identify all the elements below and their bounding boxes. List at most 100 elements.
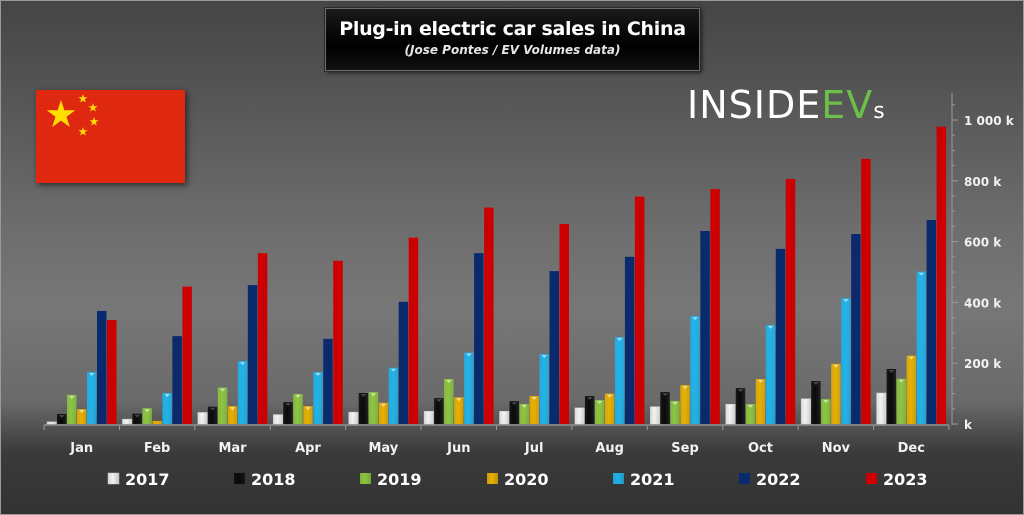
bar-bevel-highlight bbox=[360, 393, 367, 397]
logo-inside: INSIDE bbox=[687, 83, 822, 127]
bar-2022-Jul bbox=[549, 271, 559, 424]
x-tick-label: Dec bbox=[898, 441, 925, 456]
legend-swatch-2017 bbox=[107, 472, 120, 485]
bar-bevel-highlight bbox=[144, 409, 150, 413]
bar-bevel-highlight bbox=[295, 394, 301, 398]
bar-bevel-highlight bbox=[134, 414, 140, 418]
bar-bevel-highlight bbox=[199, 413, 206, 417]
legend-swatch-2022 bbox=[739, 473, 750, 484]
x-tick-label: Apr bbox=[295, 441, 321, 456]
flag-stars bbox=[46, 94, 99, 136]
bar-bevel-highlight bbox=[908, 356, 915, 360]
bar-2022-Jan bbox=[97, 310, 107, 424]
bar-bevel-highlight bbox=[531, 397, 537, 401]
legend-swatch-2018 bbox=[234, 473, 245, 484]
bar-2018-Sep bbox=[660, 392, 670, 424]
bar-bevel-highlight bbox=[209, 407, 216, 411]
bar-2017-Oct bbox=[725, 403, 736, 425]
bar-2021-Sep bbox=[690, 316, 700, 424]
logo-ev: EV bbox=[821, 83, 874, 127]
bar-bevel-highlight bbox=[918, 272, 925, 276]
bar-2018-Apr bbox=[283, 402, 293, 424]
legend-label-2018: 2018 bbox=[251, 470, 296, 489]
bar-2020-Jul bbox=[529, 396, 539, 424]
insideevs-logo: INSIDEEVs bbox=[687, 83, 886, 131]
bar-2019-Oct bbox=[745, 403, 756, 424]
bar-2021-Feb bbox=[162, 392, 172, 424]
bar-2021-May bbox=[388, 367, 399, 424]
bar-bevel-highlight bbox=[315, 373, 321, 377]
chart-title: Plug-in electric car sales in China bbox=[339, 18, 686, 40]
bar-bevel-highlight bbox=[501, 412, 507, 416]
bar-2017-Jan bbox=[46, 421, 57, 425]
logo-s: s bbox=[873, 99, 886, 124]
bar-2018-Jul bbox=[509, 401, 519, 424]
bar-bevel-highlight bbox=[164, 393, 170, 397]
bar-bevel-highlight bbox=[59, 414, 65, 418]
bar-2017-Apr bbox=[273, 414, 283, 425]
bar-2023-Jun bbox=[484, 207, 494, 424]
bar-2019-Mar bbox=[217, 387, 228, 424]
bar-bevel-highlight bbox=[692, 317, 698, 321]
bar-2023-Aug bbox=[634, 196, 645, 424]
bar-bevel-highlight bbox=[803, 399, 809, 403]
bar-bevel-highlight bbox=[833, 364, 839, 368]
flag-small-star bbox=[88, 103, 98, 112]
legend-label-2021: 2021 bbox=[630, 470, 675, 489]
bar-2022-Sep bbox=[700, 230, 710, 424]
bar-bevel-highlight bbox=[541, 355, 547, 359]
bar-bevel-highlight bbox=[426, 412, 432, 416]
bar-2017-Jul bbox=[499, 410, 510, 425]
x-tick-label: Aug bbox=[595, 441, 624, 456]
bar-2020-Mar bbox=[227, 406, 238, 424]
bar-bevel-highlight bbox=[606, 394, 613, 398]
x-tick-label: Feb bbox=[144, 441, 170, 456]
bar-2017-Jun bbox=[423, 410, 434, 425]
bar-2022-Mar bbox=[247, 285, 258, 424]
bar-2023-May bbox=[408, 237, 419, 424]
bar-2021-Dec bbox=[916, 271, 927, 424]
chart-title-box: Plug-in electric car sales in China (Jos… bbox=[325, 8, 700, 71]
bar-bevel-highlight bbox=[69, 395, 75, 399]
bar-2020-Jun bbox=[454, 397, 464, 424]
bar-2017-Mar bbox=[197, 412, 208, 425]
bar-2023-Apr bbox=[333, 260, 343, 424]
bar-2021-Mar bbox=[237, 361, 248, 424]
chart-subtitle: (Jose Pontes / EV Volumes data) bbox=[404, 43, 621, 57]
bar-2017-Sep bbox=[650, 406, 661, 425]
bar-2019-May bbox=[368, 392, 379, 424]
flag-big-star bbox=[46, 100, 76, 127]
bar-2022-Nov bbox=[851, 234, 861, 424]
bar-2019-Apr bbox=[293, 393, 303, 424]
bar-bevel-highlight bbox=[747, 404, 754, 408]
bar-2017-Nov bbox=[800, 398, 811, 425]
x-tick-label: Oct bbox=[748, 441, 773, 456]
y-tick-label: 800 k bbox=[964, 175, 1002, 189]
bar-2020-Feb bbox=[152, 420, 162, 424]
bar-2020-Apr bbox=[303, 406, 313, 424]
bar-2020-Aug bbox=[604, 393, 615, 424]
bar-bevel-highlight bbox=[239, 362, 246, 366]
bar-2023-Jul bbox=[559, 223, 569, 424]
bar-bevel-highlight bbox=[446, 380, 452, 384]
bar-2021-Aug bbox=[614, 337, 625, 424]
bar-2019-Nov bbox=[821, 399, 831, 424]
y-tick-label: 400 k bbox=[964, 296, 1002, 310]
bar-bevel-highlight bbox=[285, 403, 291, 407]
bar-bevel-highlight bbox=[89, 373, 95, 377]
bar-bevel-highlight bbox=[229, 407, 236, 411]
bar-2018-Dec bbox=[886, 368, 897, 424]
y-tick-label: k bbox=[964, 418, 973, 432]
x-tick-label: Jul bbox=[524, 441, 544, 456]
bar-bevel-highlight bbox=[370, 393, 377, 397]
bar-bevel-highlight bbox=[652, 407, 658, 411]
bar-2023-Sep bbox=[710, 189, 720, 424]
bar-2023-Mar bbox=[257, 253, 268, 424]
bar-2021-Jan bbox=[87, 372, 97, 424]
bar-2019-Feb bbox=[142, 408, 152, 424]
bar-2020-Oct bbox=[755, 379, 766, 424]
bar-2023-Feb bbox=[182, 286, 192, 424]
bar-2021-Jul bbox=[539, 354, 549, 424]
flag-small-star bbox=[78, 94, 88, 103]
